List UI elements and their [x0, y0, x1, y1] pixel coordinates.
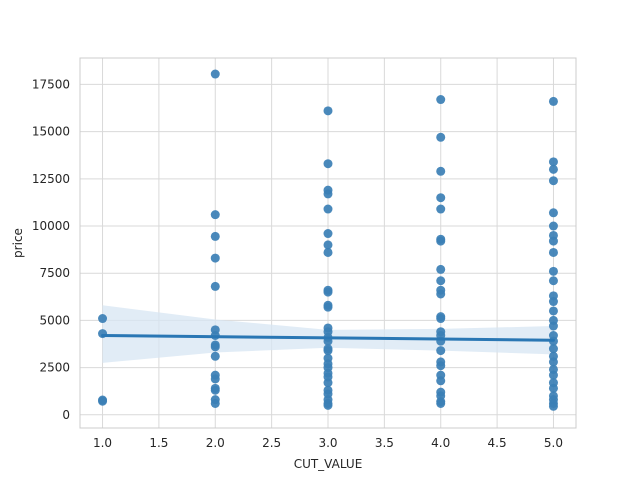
data-point: [98, 314, 108, 324]
data-point: [323, 159, 333, 169]
data-point: [210, 69, 220, 79]
data-point: [323, 204, 333, 214]
y-tick-label: 5000: [39, 313, 70, 327]
data-point: [323, 302, 333, 312]
x-tick-label: 2.0: [206, 436, 225, 450]
data-point: [548, 321, 558, 331]
data-point: [548, 276, 558, 286]
data-point: [210, 231, 220, 241]
x-tick-label: 1.0: [93, 436, 112, 450]
data-point: [436, 376, 446, 386]
x-tick-label: 4.0: [431, 436, 450, 450]
data-point: [548, 164, 558, 174]
y-tick-label: 10000: [32, 219, 70, 233]
x-tick-label: 3.5: [375, 436, 394, 450]
y-tick-labels: 0 2500 5000 7500 10000 12500 15000 17500: [32, 77, 70, 421]
data-point: [436, 314, 446, 324]
data-point: [548, 247, 558, 257]
data-point: [436, 289, 446, 299]
data-point: [548, 370, 558, 380]
x-tick-labels: 1.0 1.5 2.0 2.5 3.0 3.5 4.0 4.5 5.0: [93, 436, 563, 450]
data-point: [548, 401, 558, 411]
data-point: [548, 157, 558, 167]
data-point: [323, 240, 333, 250]
data-point: [548, 236, 558, 246]
data-point: [323, 287, 333, 297]
x-axis-label: CUT_VALUE: [294, 457, 363, 471]
plot-frame: [79, 57, 577, 429]
y-tick-label: 7500: [39, 266, 70, 280]
data-point: [210, 351, 220, 361]
y-tick-label: 17500: [32, 77, 70, 91]
data-point: [210, 385, 220, 395]
data-point: [323, 247, 333, 257]
data-point: [210, 374, 220, 384]
data-point: [436, 193, 446, 203]
data-point: [436, 204, 446, 214]
y-tick-label: 0: [62, 408, 70, 422]
data-point: [548, 176, 558, 186]
x-tick-label: 4.5: [488, 436, 507, 450]
data-point: [323, 346, 333, 356]
data-point: [548, 96, 558, 106]
data-point: [436, 166, 446, 176]
data-point: [548, 266, 558, 276]
data-point: [548, 306, 558, 316]
data-point: [323, 229, 333, 239]
data-point: [548, 208, 558, 218]
data-point: [210, 398, 220, 408]
data-point: [436, 95, 446, 105]
data-point: [323, 106, 333, 116]
data-point: [436, 346, 446, 356]
data-point: [323, 189, 333, 199]
y-tick-label: 12500: [32, 172, 70, 186]
x-tick-label: 1.5: [149, 436, 168, 450]
x-tick-label: 5.0: [544, 436, 563, 450]
data-points: [98, 69, 558, 411]
data-point: [436, 132, 446, 142]
data-point: [436, 361, 446, 371]
data-point: [323, 378, 333, 388]
data-point: [548, 344, 558, 354]
data-point: [548, 221, 558, 231]
y-axis-label: price: [11, 228, 25, 258]
data-point: [436, 264, 446, 274]
data-point: [210, 281, 220, 291]
data-point: [436, 276, 446, 286]
data-point: [548, 383, 558, 393]
x-tick-label: 2.5: [262, 436, 281, 450]
regression-line-path: [101, 334, 555, 342]
regression-line: [101, 334, 555, 342]
data-point: [548, 357, 558, 367]
data-point: [323, 400, 333, 410]
data-point: [210, 342, 220, 352]
y-tick-label: 15000: [32, 125, 70, 139]
data-point: [210, 210, 220, 220]
data-point: [98, 396, 108, 406]
data-point: [436, 236, 446, 246]
data-point: [210, 253, 220, 263]
x-tick-label: 3.0: [318, 436, 337, 450]
data-point: [436, 398, 446, 408]
y-tick-label: 2500: [39, 361, 70, 375]
data-point: [548, 297, 558, 307]
